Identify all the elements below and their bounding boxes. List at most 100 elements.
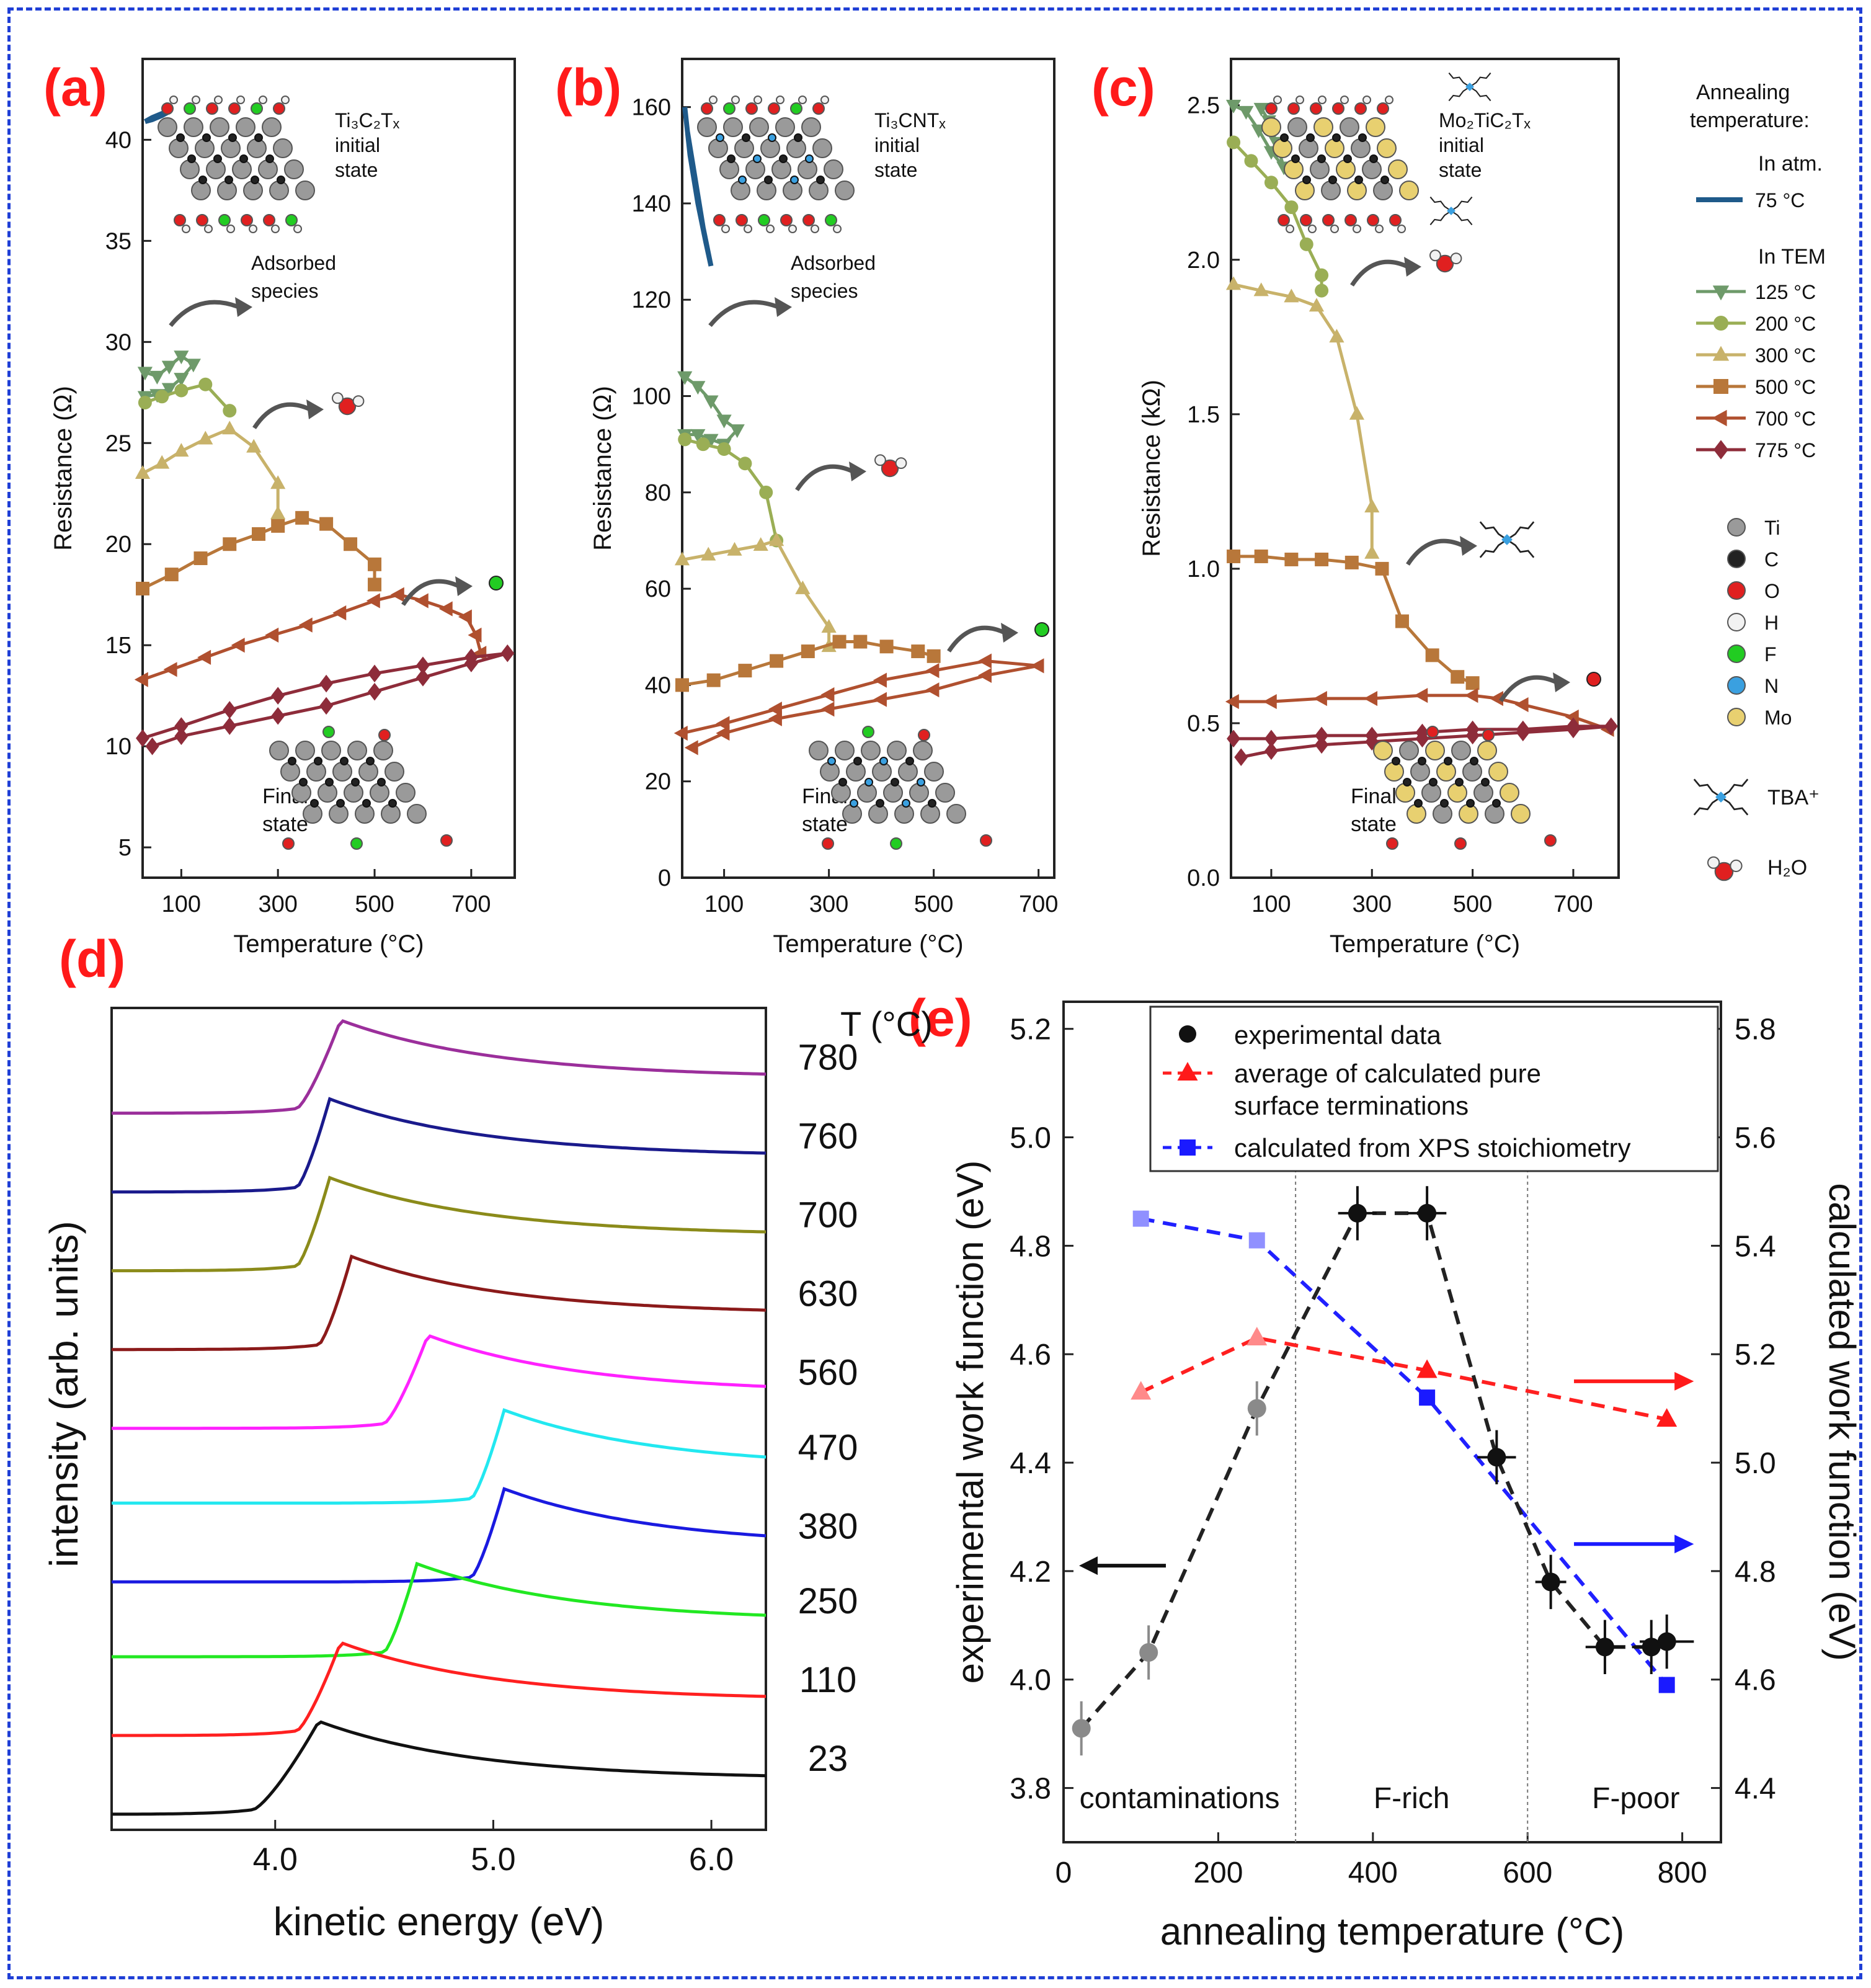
atom: [236, 96, 245, 104]
legend-e: experimental data average of calculated p…: [1149, 1005, 1719, 1172]
atom: [1366, 117, 1385, 137]
atom: [1373, 181, 1393, 200]
atom: [169, 96, 178, 104]
atom: [1385, 96, 1393, 104]
data-point: [271, 706, 285, 725]
atom: [332, 762, 352, 782]
data-point: [1264, 176, 1278, 190]
atom: [1328, 176, 1337, 184]
tba-chain: [1506, 521, 1535, 541]
x-tick-label: 100: [162, 891, 201, 917]
atom: [295, 181, 315, 200]
atom: [196, 214, 208, 226]
atom: [1399, 741, 1419, 760]
tba-chain: [1448, 72, 1470, 87]
data-point: [193, 551, 208, 566]
plot-frame: [1230, 58, 1620, 879]
atom: [842, 804, 862, 824]
data-point: [690, 429, 706, 443]
atom: [713, 214, 726, 226]
data-point: [1227, 135, 1241, 149]
x-tick-label: 300: [809, 891, 848, 917]
data-point: [1541, 1572, 1560, 1592]
spectrum-curve: [112, 1720, 767, 1816]
spectrum-curve: [111, 1019, 767, 1115]
atom: [1375, 225, 1384, 233]
spectrum-curve: [112, 1408, 767, 1505]
atom: [271, 225, 280, 233]
atom: [226, 225, 235, 233]
atom: [1287, 102, 1300, 115]
data-point: [438, 601, 453, 617]
data-point: [390, 587, 404, 602]
atom: [1306, 133, 1315, 142]
atom: [1440, 799, 1449, 808]
atom: [716, 133, 724, 142]
state-label: state: [802, 813, 848, 836]
atom: [786, 138, 806, 158]
data-point: [1179, 1025, 1196, 1043]
data-point: [1712, 285, 1730, 301]
annotation-text: Adsorbed: [791, 252, 876, 274]
data-point: [769, 532, 784, 546]
atom: [236, 117, 256, 137]
atom: [753, 96, 762, 104]
atom: [217, 181, 237, 200]
data-point: [161, 360, 177, 375]
atom: [243, 181, 263, 200]
atom: [310, 799, 319, 808]
data-point: [1658, 1677, 1675, 1693]
atom: [913, 741, 933, 760]
atom: [1310, 102, 1322, 115]
x-tick-label: 6.0: [689, 1842, 734, 1878]
atom: [731, 96, 740, 104]
data-point: [1131, 1381, 1152, 1400]
atom: [701, 102, 713, 115]
temperature-label: 250: [798, 1581, 858, 1621]
atom: [887, 741, 907, 760]
legend-title: T (°C): [840, 1004, 933, 1043]
data-point: [1225, 276, 1242, 290]
legend-box: [1149, 1005, 1719, 1172]
atom: [1436, 254, 1454, 273]
y-tick-label: 160: [632, 95, 671, 121]
data-point: [1418, 1203, 1437, 1223]
atom: [396, 783, 416, 803]
temperature-label: 380: [798, 1506, 858, 1546]
curved-arrow-icon: [1350, 259, 1409, 287]
atom: [1707, 856, 1720, 869]
data-point: [821, 619, 837, 633]
atom: [282, 837, 295, 850]
atom: [825, 214, 837, 226]
atom: [355, 804, 375, 824]
atom: [1727, 518, 1746, 537]
data-point: [1247, 1399, 1266, 1418]
atom: [697, 117, 717, 137]
legend-entry: 775 °C: [1755, 439, 1816, 461]
atom: [1332, 102, 1344, 115]
x-tick-label: 700: [451, 891, 491, 917]
data-point: [853, 635, 868, 649]
atom: [918, 729, 930, 741]
atom: [344, 783, 363, 803]
data-point: [1712, 345, 1730, 361]
atom: [1500, 783, 1519, 803]
x-tick-label: 500: [914, 891, 953, 917]
data-point: [416, 656, 430, 675]
atom: [262, 117, 282, 137]
atom: [187, 154, 196, 163]
atom: [269, 181, 289, 200]
data-point: [174, 373, 189, 387]
series-line: [142, 593, 482, 681]
atom: [322, 726, 335, 738]
data-point: [795, 580, 811, 594]
legend-atom-label: H: [1764, 612, 1779, 634]
atom: [195, 138, 215, 158]
data-point: [1713, 440, 1728, 460]
data-point: [1072, 1719, 1091, 1738]
data-point: [673, 725, 688, 741]
curved-arrow-head: [1553, 672, 1570, 692]
atom: [1380, 176, 1389, 184]
curved-arrow-icon: [252, 402, 311, 429]
